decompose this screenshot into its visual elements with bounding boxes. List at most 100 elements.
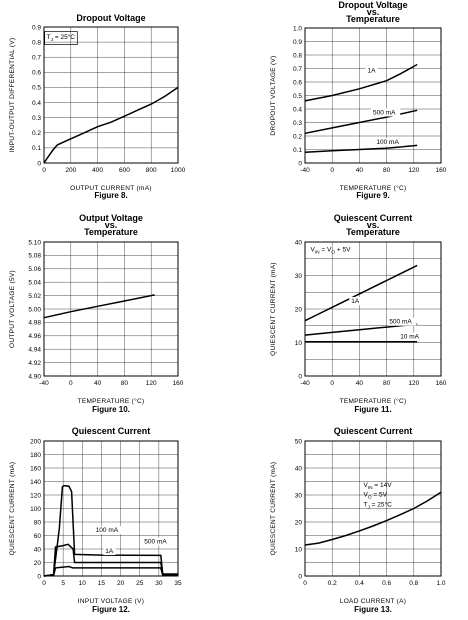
y-tick-label: 0.9 (32, 24, 41, 31)
plot-frame (304, 27, 442, 164)
y-tick-label: 10 (295, 340, 303, 347)
x-tick-label: 40 (94, 380, 102, 387)
y-tick-label: 0.3 (32, 115, 41, 122)
series-label: 100 mA (96, 527, 119, 534)
series-label-bg (142, 537, 172, 546)
plot-frame (43, 26, 179, 164)
x-tick-label: 80 (121, 380, 129, 387)
y-tick-label: 0 (298, 160, 302, 167)
y-tick-label: 5.04 (28, 280, 41, 287)
y-tick-label: 0.4 (293, 106, 302, 113)
series-line-100-ma (43, 565, 178, 577)
plot-frame (304, 241, 442, 377)
chart-title: vs. (367, 220, 380, 230)
series-label-bg (103, 547, 116, 556)
y-tick-label: 10 (295, 546, 303, 553)
x-tick-label: 120 (408, 167, 419, 174)
series-label: 1A (351, 298, 360, 305)
x-tick-label: 120 (408, 380, 419, 387)
grid (304, 27, 442, 164)
x-tick-label: 0.2 (328, 580, 337, 587)
x-tick-label: 1.0 (436, 580, 445, 587)
chart-title: Quiescent Current (334, 426, 413, 436)
x-axis-label: OUTPUT CURRENT (mA) (70, 185, 152, 192)
x-tick-label: 40 (356, 167, 364, 174)
series-label-bg (365, 66, 378, 75)
y-tick-label: 4.96 (28, 333, 41, 340)
y-axis-label: OUTPUT VOLTAGE (5V) (9, 270, 16, 348)
y-tick-label: 0.6 (32, 70, 41, 77)
x-tick-label: 0 (42, 580, 46, 587)
x-tick-label: 0.4 (355, 580, 364, 587)
chart-title: Quiescent Current (72, 426, 151, 436)
series-line-1 (43, 294, 155, 319)
series-label-bg (349, 296, 362, 305)
grid (304, 440, 442, 577)
x-tick-label: 160 (436, 167, 447, 174)
x-tick-label: 25 (136, 580, 144, 587)
x-tick-label: 0.6 (382, 580, 391, 587)
chart-title: Dropout Voltage (76, 13, 145, 23)
grid (304, 241, 442, 377)
y-tick-label: 0.9 (293, 39, 302, 46)
y-tick-label: 0.1 (32, 145, 41, 152)
y-tick-label: 4.92 (28, 360, 41, 367)
series-label-bg (398, 332, 424, 341)
y-tick-label: 5.00 (28, 306, 41, 313)
x-tick-label: 400 (92, 167, 103, 174)
series-label: 1A (105, 548, 114, 555)
y-tick-label: 0.2 (32, 130, 41, 137)
y-tick-label: 4.98 (28, 320, 41, 327)
x-axis-label: LOAD CURRENT (A) (340, 598, 406, 605)
y-tick-label: 0.2 (293, 133, 302, 140)
y-tick-label: 30 (295, 492, 303, 499)
y-tick-label: 0.7 (293, 66, 302, 73)
x-tick-label: 15 (98, 580, 106, 587)
x-tick-label: 0 (69, 380, 73, 387)
x-tick-label: 120 (146, 380, 157, 387)
series-label: 1A (368, 68, 377, 75)
plot-frame (43, 241, 179, 377)
series-label-bg (387, 317, 417, 326)
y-tick-label: 40 (295, 239, 303, 246)
condition-box (44, 31, 78, 45)
y-tick-label: 0.8 (293, 52, 302, 59)
y-tick-label: 0 (37, 160, 41, 167)
figure-label: Figure 8. (94, 191, 127, 200)
y-axis-label: QUIESCENT CURRENT (mA) (270, 462, 277, 556)
x-tick-label: 0 (303, 580, 307, 587)
x-tick-label: 1000 (171, 167, 186, 174)
x-tick-label: 80 (383, 380, 391, 387)
x-tick-label: 0 (330, 167, 334, 174)
series-line-1 (304, 491, 442, 546)
x-tick-label: 600 (119, 167, 130, 174)
condition-annotation: VIN = 14V (363, 482, 392, 491)
series-label-bg (374, 138, 404, 147)
y-tick-label: 140 (30, 479, 41, 486)
x-tick-label: 0 (330, 380, 334, 387)
series-label: 100 mA (376, 139, 399, 146)
y-tick-label: 20 (295, 519, 303, 526)
series-line-1a (43, 484, 178, 577)
y-tick-label: 200 (30, 438, 41, 445)
figure-label: Figure 11. (354, 405, 391, 414)
x-axis-label: INPUT VOLTAGE (V) (78, 598, 145, 605)
x-tick-label: 10 (79, 580, 87, 587)
x-tick-label: 35 (174, 580, 182, 587)
y-tick-label: 0.5 (293, 93, 302, 100)
figure-label: Figure 13. (354, 605, 392, 614)
y-tick-label: 4.94 (28, 347, 41, 354)
x-tick-label: 0 (42, 167, 46, 174)
y-tick-label: 40 (34, 546, 42, 553)
x-tick-label: 40 (356, 380, 364, 387)
x-axis-label: TEMPERATURE (°C) (340, 397, 407, 405)
figure-label: Figure 10. (92, 405, 130, 414)
y-tick-label: 20 (295, 306, 303, 313)
y-tick-label: 5.10 (28, 239, 41, 246)
series-line-1 (43, 86, 179, 164)
y-tick-label: 0.7 (32, 55, 41, 62)
x-tick-label: -40 (39, 380, 49, 387)
y-tick-label: 5.06 (28, 266, 41, 273)
series-label: 500 mA (144, 539, 167, 546)
condition-annotation: VO = 5V (363, 492, 387, 501)
